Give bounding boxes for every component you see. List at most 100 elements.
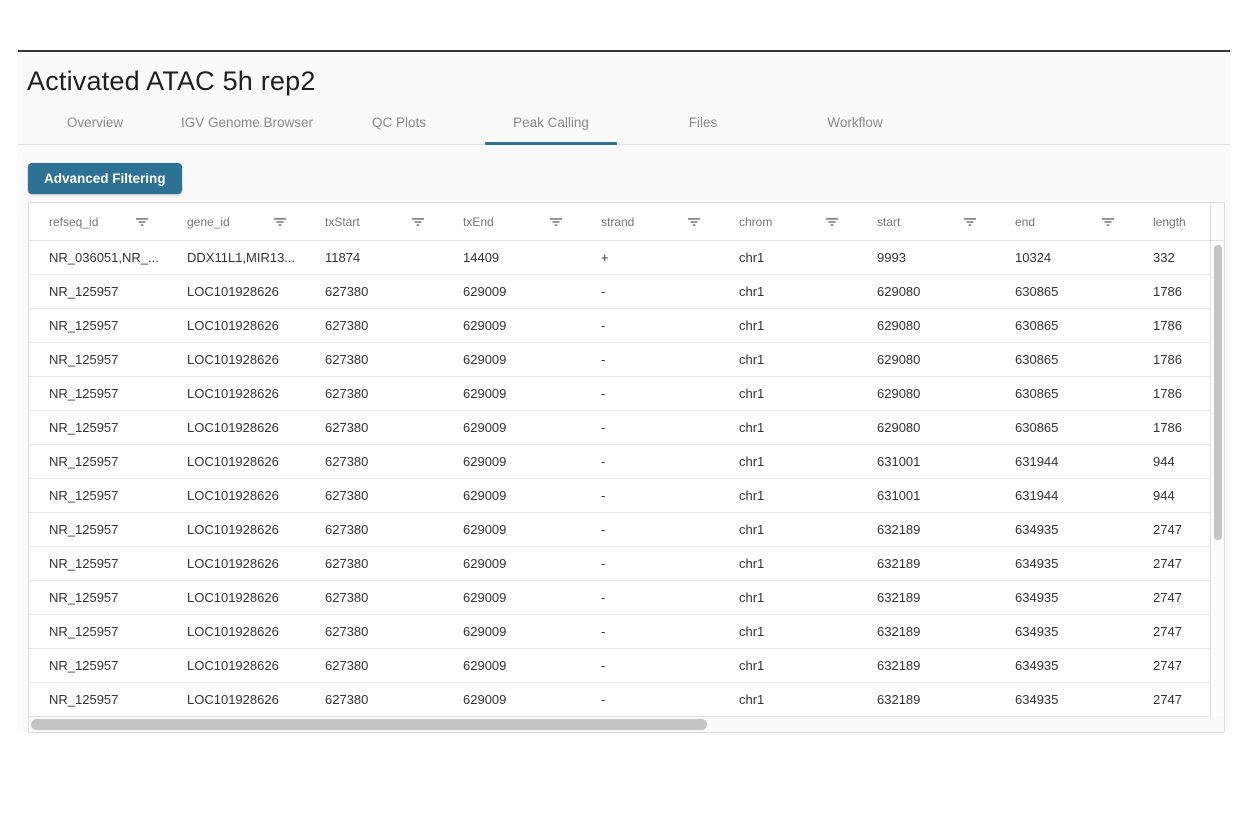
table-row[interactable]: NR_125957 LOC101928626 627380 629009 - chr1 63…	[29, 683, 1210, 716]
column-header-gene_id[interactable]: gene_id	[167, 203, 305, 240]
cell-chrom: chr1	[739, 250, 765, 265]
filter-list-icon[interactable]	[411, 217, 425, 227]
vertical-scrollbar-thumb[interactable]	[1214, 245, 1222, 540]
cell-refseq_id: NR_125957	[49, 318, 119, 333]
table-row[interactable]: NR_125957 LOC101928626 627380 629009 - chr1 63…	[29, 581, 1210, 615]
column-header-label: txStart	[325, 214, 360, 229]
column-header-start[interactable]: start	[857, 203, 995, 240]
cell-gene_id: LOC101928626	[187, 318, 279, 333]
horizontal-scrollbar-track[interactable]	[29, 716, 1210, 732]
cell-refseq_id: NR_125957	[49, 454, 119, 469]
cell-txEnd: 629009	[463, 352, 507, 367]
table-row[interactable]: NR_125957 LOC101928626 627380 629009 - chr1 62…	[29, 411, 1210, 445]
cell-chrom: chr1	[739, 692, 765, 707]
table-row[interactable]: NR_036051,NR_... DDX11L1,MIR13... 11874 144…	[29, 241, 1210, 275]
table-row[interactable]: NR_125957 LOC101928626 627380 629009 - chr1 62…	[29, 309, 1210, 343]
cell-refseq_id: NR_125957	[49, 692, 119, 707]
table-row[interactable]: NR_125957 LOC101928626 627380 629009 - chr1 63…	[29, 615, 1210, 649]
scrollbar-corner	[1210, 716, 1224, 732]
content-panel: Activated ATAC 5h rep2 Overview IGV Genom…	[18, 50, 1230, 733]
column-header-chrom[interactable]: chrom	[719, 203, 857, 240]
cell-txEnd: 629009	[463, 386, 507, 401]
cell-length: 2747	[1153, 658, 1182, 673]
filter-list-icon[interactable]	[549, 217, 563, 227]
filter-list-icon[interactable]	[825, 217, 839, 227]
table-row[interactable]: NR_125957 LOC101928626 627380 629009 - chr1 62…	[29, 343, 1210, 377]
cell-gene_id: DDX11L1,MIR13...	[187, 250, 296, 265]
cell-gene_id: LOC101928626	[187, 658, 279, 673]
cell-length: 1786	[1153, 318, 1182, 333]
table-row[interactable]: NR_125957 LOC101928626 627380 629009 - chr1 63…	[29, 547, 1210, 581]
cell-refseq_id: NR_125957	[49, 352, 119, 367]
table-row[interactable]: NR_125957 LOC101928626 627380 629009 - chr1 63…	[29, 649, 1210, 683]
cell-start: 631001	[877, 454, 921, 469]
peak-calling-table-card: refseq_id gene_id txStart txEnd strand chrom s…	[28, 202, 1225, 733]
vertical-scrollbar-track[interactable]	[1210, 203, 1224, 716]
cell-strand: -	[601, 488, 606, 503]
cell-strand: -	[601, 386, 606, 401]
cell-chrom: chr1	[739, 522, 765, 537]
tab-files[interactable]: Files	[688, 115, 718, 130]
cell-gene_id: LOC101928626	[187, 454, 279, 469]
page-title: Activated ATAC 5h rep2	[27, 66, 316, 96]
cell-gene_id: LOC101928626	[187, 692, 279, 707]
cell-start: 632189	[877, 556, 921, 571]
cell-end: 634935	[1015, 692, 1059, 707]
column-header-txStart[interactable]: txStart	[305, 203, 443, 240]
cell-txStart: 627380	[325, 556, 369, 571]
cell-start: 629080	[877, 352, 921, 367]
cell-chrom: chr1	[739, 454, 765, 469]
column-header-refseq_id[interactable]: refseq_id	[29, 203, 167, 240]
cell-end: 630865	[1015, 318, 1059, 333]
cell-txStart: 627380	[325, 352, 369, 367]
column-header-label: length	[1153, 214, 1186, 229]
tab-igv-genome-browser[interactable]: IGV Genome Browser	[180, 115, 314, 130]
cell-refseq_id: NR_125957	[49, 658, 119, 673]
column-header-strand[interactable]: strand	[581, 203, 719, 240]
horizontal-scrollbar-thumb[interactable]	[31, 719, 707, 730]
filter-list-icon[interactable]	[963, 217, 977, 227]
table-row[interactable]: NR_125957 LOC101928626 627380 629009 - chr1 63…	[29, 513, 1210, 547]
cell-strand: +	[601, 250, 609, 265]
table-row[interactable]: NR_125957 LOC101928626 627380 629009 - chr1 62…	[29, 275, 1210, 309]
cell-txStart: 627380	[325, 590, 369, 605]
cell-end: 631944	[1015, 454, 1059, 469]
table-row[interactable]: NR_125957 LOC101928626 627380 629009 - chr1 62…	[29, 377, 1210, 411]
cell-refseq_id: NR_125957	[49, 590, 119, 605]
filter-list-icon[interactable]	[273, 217, 287, 227]
cell-gene_id: LOC101928626	[187, 386, 279, 401]
column-header-end[interactable]: end	[995, 203, 1133, 240]
filter-list-icon[interactable]	[1101, 217, 1115, 227]
filter-list-icon[interactable]	[687, 217, 701, 227]
column-header-txEnd[interactable]: txEnd	[443, 203, 581, 240]
filter-list-icon[interactable]	[135, 217, 149, 227]
column-header-label: gene_id	[187, 214, 230, 229]
cell-start: 632189	[877, 692, 921, 707]
cell-txEnd: 629009	[463, 488, 507, 503]
cell-end: 631944	[1015, 488, 1059, 503]
cell-end: 630865	[1015, 284, 1059, 299]
tab-peak-calling[interactable]: Peak Calling	[475, 101, 627, 145]
tab-overview[interactable]: Overview	[66, 115, 124, 130]
cell-refseq_id: NR_125957	[49, 386, 119, 401]
cell-strand: -	[601, 318, 606, 333]
cell-end: 630865	[1015, 352, 1059, 367]
cell-txEnd: 629009	[463, 556, 507, 571]
cell-length: 944	[1153, 488, 1175, 503]
cell-end: 10324	[1015, 250, 1052, 265]
column-header-label: end	[1015, 214, 1036, 229]
cell-txStart: 11874	[325, 250, 361, 265]
advanced-filtering-button[interactable]: Advanced Filtering	[28, 163, 182, 194]
table-row[interactable]: NR_125957 LOC101928626 627380 629009 - chr1 63…	[29, 445, 1210, 479]
tab-workflow[interactable]: Workflow	[827, 115, 883, 130]
table-row[interactable]: NR_125957 LOC101928626 627380 629009 - chr1 63…	[29, 479, 1210, 513]
cell-chrom: chr1	[739, 488, 765, 503]
cell-start: 629080	[877, 318, 921, 333]
cell-start: 632189	[877, 624, 921, 639]
cell-start: 629080	[877, 284, 921, 299]
cell-end: 634935	[1015, 658, 1059, 673]
tab-qc-plots[interactable]: QC Plots	[371, 115, 426, 130]
cell-refseq_id: NR_125957	[49, 522, 119, 537]
cell-refseq_id: NR_125957	[49, 556, 119, 571]
column-header-length[interactable]: length	[1133, 203, 1210, 240]
